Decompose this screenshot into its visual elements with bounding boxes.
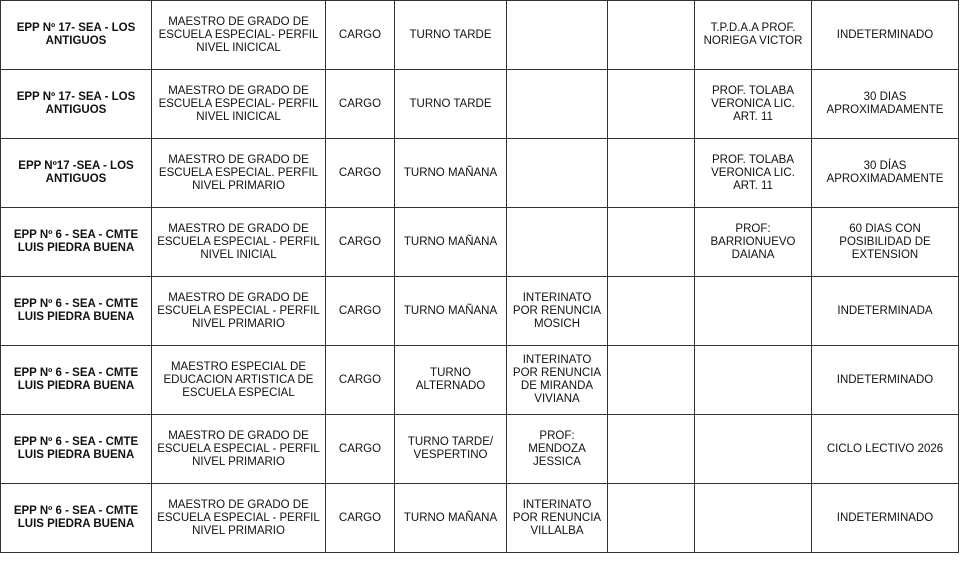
empty-cell — [607, 483, 695, 553]
table-row: EPP Nº 17- SEA - LOS ANTIGUOS MAESTRO DE … — [0, 69, 959, 139]
position-cell: MAESTRO DE GRADO DE ESCUELA ESPECIAL - P… — [151, 483, 326, 553]
position-cell: MAESTRO DE GRADO DE ESCUELA ESPECIAL - P… — [151, 207, 326, 277]
school-cell: EPP Nº 6 - SEA - CMTE LUIS PIEDRA BUENA — [0, 345, 152, 415]
shift-cell: TURNO MAÑANA — [394, 138, 507, 208]
duration-cell: 30 DÍAS APROXIMADAMENTE — [811, 138, 959, 208]
shift-cell: TURNO MAÑANA — [394, 207, 507, 277]
empty-cell — [607, 0, 695, 70]
table-row: EPP Nº17 -SEA - LOS ANTIGUOS MAESTRO DE G… — [0, 138, 959, 208]
duration-cell: CICLO LECTIVO 2026 — [811, 414, 959, 484]
replacement-cell — [694, 276, 812, 346]
replacement-cell — [694, 414, 812, 484]
duration-cell: 60 DIAS CON POSIBILIDAD DE EXTENSION — [811, 207, 959, 277]
table-body: EPP Nº 17- SEA - LOS ANTIGUOS MAESTRO DE … — [0, 0, 959, 553]
reason-cell — [506, 138, 608, 208]
shift-cell: TURNO TARDE — [394, 0, 507, 70]
duration-cell: INDETERMINADO — [811, 483, 959, 553]
table-row: EPP Nº 6 - SEA - CMTE LUIS PIEDRA BUENA M… — [0, 345, 959, 415]
school-cell: EPP Nº 6 - SEA - CMTE LUIS PIEDRA BUENA — [0, 414, 152, 484]
shift-cell: TURNO MAÑANA — [394, 483, 507, 553]
position-cell: MAESTRO ESPECIAL DE EDUCACION ARTISTICA … — [151, 345, 326, 415]
type-cell: CARGO — [325, 345, 395, 415]
replacement-cell: PROF. TOLABA VERONICA LIC. ART. 11 — [694, 69, 812, 139]
table-row: EPP Nº 6 - SEA - CMTE LUIS PIEDRA BUENA M… — [0, 207, 959, 277]
reason-cell: INTERINATO POR RENUNCIA MOSICH — [506, 276, 608, 346]
position-cell: MAESTRO DE GRADO DE ESCUELA ESPECIAL. PE… — [151, 138, 326, 208]
school-cell: EPP Nº17 -SEA - LOS ANTIGUOS — [0, 138, 152, 208]
reason-cell: INTERINATO POR RENUNCIA DE MIRANDA VIVIA… — [506, 345, 608, 415]
empty-cell — [607, 207, 695, 277]
type-cell: CARGO — [325, 0, 395, 70]
replacement-cell — [694, 345, 812, 415]
table-row: EPP Nº 6 - SEA - CMTE LUIS PIEDRA BUENA M… — [0, 276, 959, 346]
table-row: EPP Nº 6 - SEA - CMTE LUIS PIEDRA BUENA M… — [0, 483, 959, 553]
position-cell: MAESTRO DE GRADO DE ESCUELA ESPECIAL- PE… — [151, 0, 326, 70]
type-cell: CARGO — [325, 483, 395, 553]
school-cell: EPP Nº 6 - SEA - CMTE LUIS PIEDRA BUENA — [0, 207, 152, 277]
table-row: EPP Nº 6 - SEA - CMTE LUIS PIEDRA BUENA M… — [0, 414, 959, 484]
empty-cell — [607, 69, 695, 139]
type-cell: CARGO — [325, 207, 395, 277]
school-cell: EPP Nº 6 - SEA - CMTE LUIS PIEDRA BUENA — [0, 483, 152, 553]
empty-cell — [607, 414, 695, 484]
table-row: EPP Nº 17- SEA - LOS ANTIGUOS MAESTRO DE … — [0, 0, 959, 70]
empty-cell — [607, 276, 695, 346]
empty-cell — [607, 345, 695, 415]
type-cell: CARGO — [325, 414, 395, 484]
reason-cell — [506, 207, 608, 277]
replacement-cell: PROF. TOLABA VERONICA LIC. ART. 11 — [694, 138, 812, 208]
school-cell: EPP Nº 17- SEA - LOS ANTIGUOS — [0, 0, 152, 70]
shift-cell: TURNO TARDE/ VESPERTINO — [394, 414, 507, 484]
school-cell: EPP Nº 6 - SEA - CMTE LUIS PIEDRA BUENA — [0, 276, 152, 346]
school-cell: EPP Nº 17- SEA - LOS ANTIGUOS — [0, 69, 152, 139]
type-cell: CARGO — [325, 276, 395, 346]
duration-cell: INDETERMINADA — [811, 276, 959, 346]
reason-cell — [506, 0, 608, 70]
duration-cell: 30 DIAS APROXIMADAMENTE — [811, 69, 959, 139]
position-cell: MAESTRO DE GRADO DE ESCUELA ESPECIAL - P… — [151, 276, 326, 346]
replacement-cell: T.P.D.A.A PROF. NORIEGA VICTOR — [694, 0, 812, 70]
position-cell: MAESTRO DE GRADO DE ESCUELA ESPECIAL - P… — [151, 414, 326, 484]
empty-cell — [607, 138, 695, 208]
shift-cell: TURNO ALTERNADO — [394, 345, 507, 415]
position-cell: MAESTRO DE GRADO DE ESCUELA ESPECIAL- PE… — [151, 69, 326, 139]
reason-cell — [506, 69, 608, 139]
shift-cell: TURNO TARDE — [394, 69, 507, 139]
type-cell: CARGO — [325, 138, 395, 208]
type-cell: CARGO — [325, 69, 395, 139]
duration-cell: INDETERMINADO — [811, 345, 959, 415]
vacancies-table: EPP Nº 17- SEA - LOS ANTIGUOS MAESTRO DE … — [0, 0, 959, 553]
replacement-cell: PROF: BARRIONUEVO DAIANA — [694, 207, 812, 277]
reason-cell: INTERINATO POR RENUNCIA VILLALBA — [506, 483, 608, 553]
shift-cell: TURNO MAÑANA — [394, 276, 507, 346]
duration-cell: INDETERMINADO — [811, 0, 959, 70]
replacement-cell — [694, 483, 812, 553]
reason-cell: PROF: MENDOZA JESSICA — [506, 414, 608, 484]
